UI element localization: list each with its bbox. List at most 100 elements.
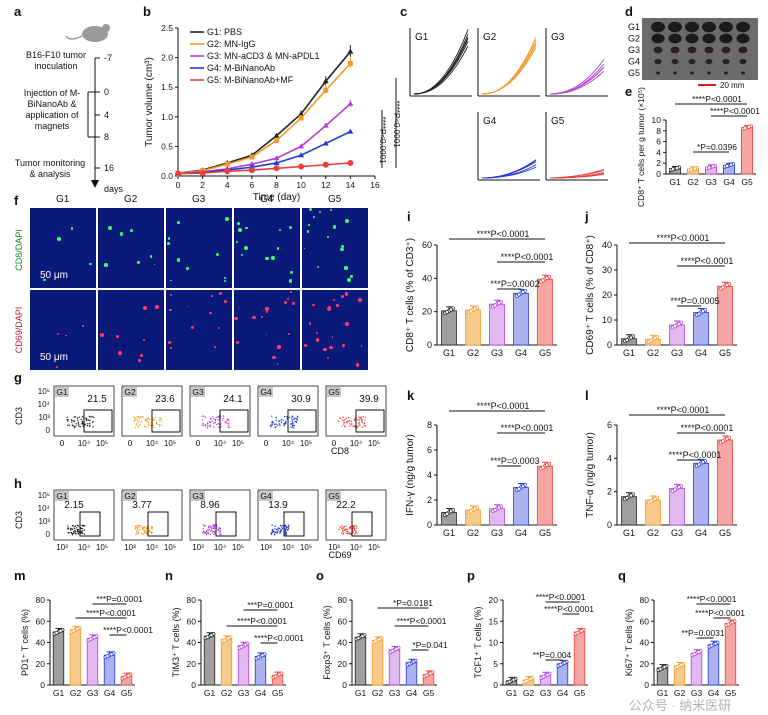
stained-cell [340,248,344,252]
stained-cell [326,236,329,239]
gate [219,409,249,433]
sig-label: ****P<0.0001 [681,423,734,433]
stained-cell [55,365,58,368]
x-tick-label: 12 [321,180,331,190]
event-dot [361,420,363,423]
event-dot [338,528,340,530]
event-dot [219,530,222,532]
stained-cell [70,227,74,230]
replicate-point [493,303,497,308]
event-dot [77,532,79,535]
stained-cell [167,236,171,240]
event-dot [275,419,277,422]
watermark: 公众号 · 纳米医研 [629,698,732,713]
sig-label: ****P<0.0001 [681,256,734,266]
x-tick-label: G5 [539,528,551,538]
x-tick-label: G4 [708,688,720,698]
photo-row-label: G2 [628,34,640,44]
event-dot [281,524,283,527]
tumor-specimen [688,58,696,65]
replicate-point [629,493,633,498]
y-tick-label: 20 [422,307,432,317]
facs-group-label: G1 [56,387,68,397]
event-dot [287,529,289,531]
replicate-point [356,636,361,641]
stained-cell [142,339,145,341]
event-dot [275,528,278,531]
event-dot [349,527,351,530]
bar-G4 [254,655,267,686]
event-dot [71,528,73,530]
event-dot [361,426,364,428]
y-tick-label: 4 [656,147,661,157]
data-point-G4 [273,159,280,165]
stained-cell [224,300,228,304]
sig-label: ****P<0.0001 [378,117,387,164]
replicate-point [545,463,549,467]
replicate-point [671,167,675,172]
event-dot [135,526,137,528]
event-dot [213,533,215,536]
event-dot [353,526,355,528]
legend-entry-G3: G3: MN-aCD3 & MN-aPDL1 [207,51,320,61]
group-label: G3 [551,32,565,43]
replicate-point [205,635,210,640]
x-tick-label: 0 [196,439,201,448]
facs-tag [259,387,273,397]
facs-group-label: G3 [192,387,204,397]
growth-curve [481,36,537,95]
replicate-point [428,671,433,676]
x-tick-label: 10³ [56,543,68,552]
stained-cell [287,333,290,336]
event-dot [358,419,361,421]
x-tick-label: G5 [741,177,753,187]
y-tick-label: 0 [191,680,196,690]
stained-cell [137,359,141,363]
x-tick-label: G5 [539,348,551,358]
event-dot [74,525,77,527]
bar-G4 [103,654,116,686]
sig-label: ****P<0.0001 [392,101,401,148]
event-dot [272,422,274,424]
replicate-point [407,661,412,666]
stained-cell [355,363,359,367]
bar-G5 [724,622,737,686]
event-dot [341,425,343,427]
group-label: G5 [551,116,565,127]
event-dot [148,530,151,532]
event-dot [152,419,155,421]
y-tick-label: 8 [427,420,432,430]
event-dot [81,423,83,425]
x-tick-label: G5 [725,688,737,698]
micrograph-group-label: G3 [192,194,206,205]
y-axis-label: CD8⁺ T cells (% of CD3⁺) [405,238,416,352]
event-dot [92,421,94,423]
replicate-point [260,653,265,658]
replicate-point [493,508,497,512]
stained-cell [65,334,67,337]
event-dot [71,534,74,536]
event-dot [142,528,144,530]
replicate-point [658,667,663,671]
replicate-point [662,665,667,669]
event-dot [279,524,282,527]
replicate-point [629,335,633,340]
event-dot [79,425,81,428]
stained-cell [289,270,294,275]
event-dot [153,426,156,429]
gate-percentage: 39.9 [359,394,379,405]
tumor-specimen [721,46,731,54]
event-dot [220,533,222,536]
event-dot [76,417,79,419]
event-dot [149,422,152,424]
timeline-day: 8 [104,132,109,142]
chart-m: 0 20 40 60 80 G1 G2 G3 G4 G5 PD1⁺ T cells (%) ***P=… [20,594,153,698]
x-tick-label: 10⁴ [282,543,295,552]
replicate-point [377,637,382,642]
facs-tag [327,491,341,501]
row-label-cd8: CD8/DAPI [14,229,24,271]
sig-label: **P=0.004 [533,650,572,660]
data-point-G1 [347,48,354,54]
sig-label: ****P<0.0001 [692,94,742,104]
